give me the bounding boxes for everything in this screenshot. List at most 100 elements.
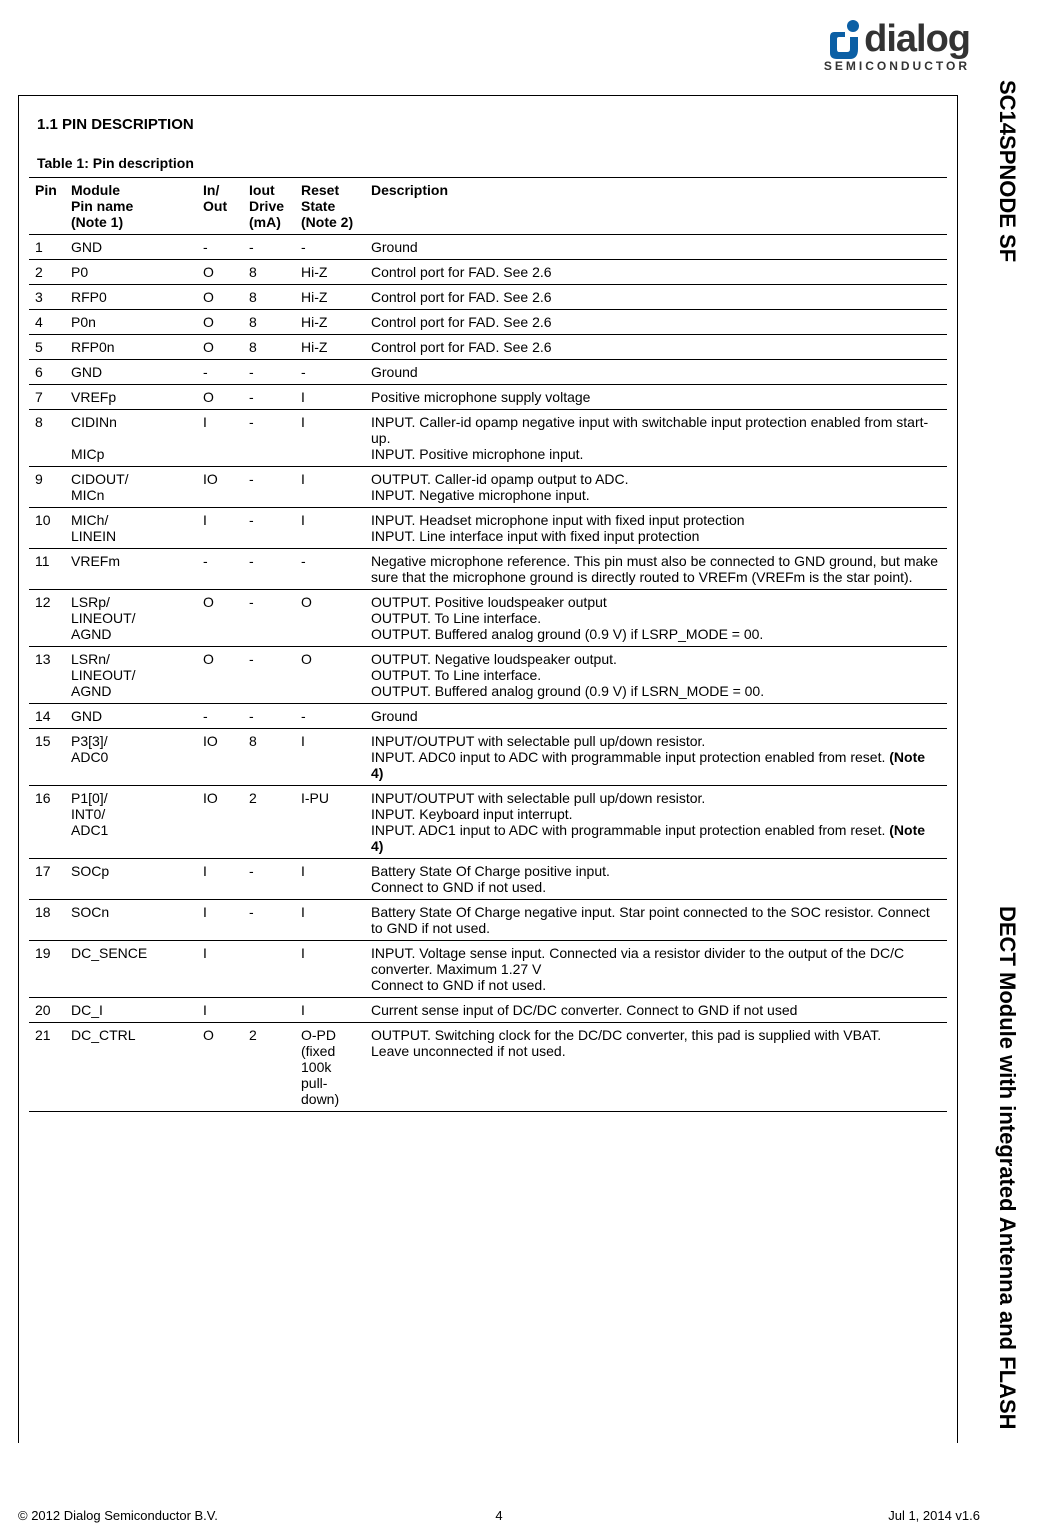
cell-reset: O-PD(fixed100kpull-down) — [295, 1023, 365, 1112]
cell-reset: I — [295, 941, 365, 998]
cell-pin: 20 — [29, 998, 65, 1023]
side-title-block: SC14SPNODE SF DECT Module with integrate… — [992, 80, 1022, 1430]
cell-io: I — [197, 859, 243, 900]
table-row: 20DC_IIICurrent sense input of DC/DC con… — [29, 998, 947, 1023]
cell-desc: Control port for FAD. See 2.6 — [365, 335, 947, 360]
section-heading: 1.1 PIN DESCRIPTION — [37, 116, 947, 133]
table-row: 14GND---Ground — [29, 704, 947, 729]
table-row: 21DC_CTRLO2O-PD(fixed100kpull-down)OUTPU… — [29, 1023, 947, 1112]
cell-io: IO — [197, 786, 243, 859]
cell-reset: Hi-Z — [295, 260, 365, 285]
side-title-top: SC14SPNODE SF — [994, 80, 1020, 262]
table-row: 9CIDOUT/MICnIO-IOUTPUT. Caller-id opamp … — [29, 467, 947, 508]
footer-date-version: Jul 1, 2014 v1.6 — [659, 1508, 980, 1523]
cell-drive: - — [243, 508, 295, 549]
cell-pin: 16 — [29, 786, 65, 859]
cell-io: - — [197, 235, 243, 260]
cell-io: O — [197, 1023, 243, 1112]
cell-pin: 15 — [29, 729, 65, 786]
cell-desc: INPUT. Headset microphone input with fix… — [365, 508, 947, 549]
page-footer: © 2012 Dialog Semiconductor B.V. 4 Jul 1… — [18, 1508, 980, 1523]
cell-name: P0n — [65, 310, 197, 335]
cell-name: RFP0 — [65, 285, 197, 310]
cell-name: CIDOUT/MICn — [65, 467, 197, 508]
cell-drive: 2 — [243, 1023, 295, 1112]
cell-pin: 4 — [29, 310, 65, 335]
cell-reset: I-PU — [295, 786, 365, 859]
cell-pin: 8 — [29, 410, 65, 467]
cell-desc: OUTPUT. Caller-id opamp output to ADC.IN… — [365, 467, 947, 508]
side-title-bottom: DECT Module with integrated Antenna and … — [994, 906, 1020, 1430]
cell-drive: - — [243, 900, 295, 941]
cell-reset: - — [295, 704, 365, 729]
cell-desc: Ground — [365, 360, 947, 385]
cell-io: - — [197, 549, 243, 590]
cell-io: I — [197, 410, 243, 467]
table-row: 2P0O8Hi-ZControl port for FAD. See 2.6 — [29, 260, 947, 285]
cell-desc: Battery State Of Charge negative input. … — [365, 900, 947, 941]
col-header-io: In/Out — [197, 178, 243, 235]
cell-reset: O — [295, 647, 365, 704]
table-row: 13LSRn/LINEOUT/AGNDO-OOUTPUT. Negative l… — [29, 647, 947, 704]
cell-drive: - — [243, 704, 295, 729]
cell-drive: 8 — [243, 729, 295, 786]
cell-drive: - — [243, 410, 295, 467]
cell-pin: 18 — [29, 900, 65, 941]
brand-mark-icon — [828, 19, 862, 61]
cell-io: I — [197, 508, 243, 549]
cell-desc: Current sense input of DC/DC converter. … — [365, 998, 947, 1023]
table-row: 16P1[0]/INT0/ADC1IO2I-PUINPUT/OUTPUT wit… — [29, 786, 947, 859]
table-row: 15P3[3]/ADC0IO8IINPUT/OUTPUT with select… — [29, 729, 947, 786]
cell-drive: - — [243, 385, 295, 410]
cell-drive: - — [243, 859, 295, 900]
cell-desc: Control port for FAD. See 2.6 — [365, 285, 947, 310]
cell-drive: 8 — [243, 335, 295, 360]
cell-reset: Hi-Z — [295, 285, 365, 310]
cell-desc: Positive microphone supply voltage — [365, 385, 947, 410]
cell-reset: I — [295, 998, 365, 1023]
cell-pin: 5 — [29, 335, 65, 360]
cell-io: O — [197, 310, 243, 335]
col-header-name: ModulePin name(Note 1) — [65, 178, 197, 235]
cell-name: P0 — [65, 260, 197, 285]
cell-reset: - — [295, 549, 365, 590]
cell-name: MICh/LINEIN — [65, 508, 197, 549]
cell-name: DC_SENCE — [65, 941, 197, 998]
cell-reset: I — [295, 900, 365, 941]
cell-io: O — [197, 385, 243, 410]
cell-io: O — [197, 647, 243, 704]
table-row: 4P0nO8Hi-ZControl port for FAD. See 2.6 — [29, 310, 947, 335]
cell-reset: - — [295, 235, 365, 260]
cell-reset: I — [295, 410, 365, 467]
cell-drive: 8 — [243, 260, 295, 285]
cell-drive: - — [243, 549, 295, 590]
cell-pin: 9 — [29, 467, 65, 508]
cell-drive: 8 — [243, 285, 295, 310]
table-row: 7VREFpO-IPositive microphone supply volt… — [29, 385, 947, 410]
cell-reset: I — [295, 467, 365, 508]
cell-name: VREFm — [65, 549, 197, 590]
cell-reset: Hi-Z — [295, 310, 365, 335]
cell-io: IO — [197, 729, 243, 786]
cell-name: GND — [65, 704, 197, 729]
cell-name: DC_I — [65, 998, 197, 1023]
cell-name: VREFp — [65, 385, 197, 410]
cell-io: I — [197, 998, 243, 1023]
cell-io: IO — [197, 467, 243, 508]
cell-pin: 21 — [29, 1023, 65, 1112]
cell-reset: I — [295, 859, 365, 900]
cell-desc: Ground — [365, 235, 947, 260]
cell-reset: I — [295, 508, 365, 549]
cell-pin: 12 — [29, 590, 65, 647]
cell-name: DC_CTRL — [65, 1023, 197, 1112]
cell-io: O — [197, 260, 243, 285]
cell-name: LSRp/LINEOUT/AGND — [65, 590, 197, 647]
cell-drive — [243, 998, 295, 1023]
cell-drive: - — [243, 467, 295, 508]
cell-name: SOCn — [65, 900, 197, 941]
page: dialog SEMICONDUCTOR SC14SPNODE SF DECT … — [0, 0, 1040, 1539]
cell-name: LSRn/LINEOUT/AGND — [65, 647, 197, 704]
cell-pin: 3 — [29, 285, 65, 310]
table-title: Table 1: Pin description — [37, 155, 947, 171]
cell-io: - — [197, 360, 243, 385]
